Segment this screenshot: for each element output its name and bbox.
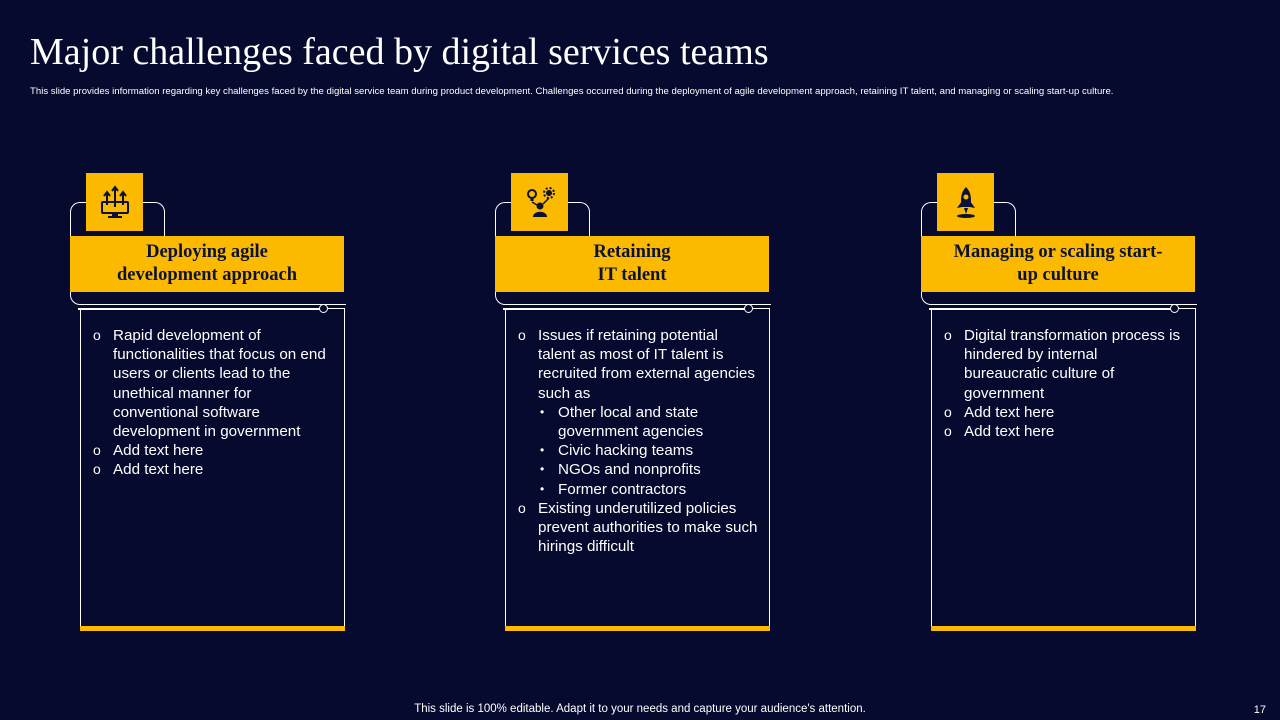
page-number: 17 bbox=[1253, 704, 1266, 716]
card-accent-bar bbox=[80, 626, 345, 631]
card-accent-bar bbox=[505, 626, 770, 631]
card-heading: Deploying agile development approach bbox=[70, 236, 344, 292]
card-heading: Managing or scaling start- up culture bbox=[921, 236, 1195, 292]
card-heading: Retaining IT talent bbox=[495, 236, 769, 292]
talent-gears-icon bbox=[511, 173, 568, 231]
list-item: Digital transformation process is hinder… bbox=[944, 326, 1184, 403]
challenge-card-agile: Deploying agile development approach Rap… bbox=[70, 172, 346, 632]
card-content: Issues if retaining potential talent as … bbox=[518, 326, 758, 556]
card-content: Rapid development of functionalities tha… bbox=[93, 326, 333, 480]
sub-list-item: NGOs and nonprofits bbox=[518, 460, 758, 479]
challenge-card-talent: Retaining IT talent Issues if retaining … bbox=[495, 172, 771, 632]
monitor-arrows-icon bbox=[86, 173, 143, 231]
list-item: Add text here bbox=[944, 403, 1184, 422]
slide-subtitle: This slide provides information regardin… bbox=[30, 86, 1114, 97]
card-content: Digital transformation process is hinder… bbox=[944, 326, 1184, 441]
list-item: Existing underutilized policies prevent … bbox=[518, 499, 758, 557]
connector-dot bbox=[319, 304, 328, 313]
list-item: Add text here bbox=[93, 460, 333, 479]
list-item: Add text here bbox=[93, 441, 333, 460]
rocket-icon bbox=[937, 173, 994, 231]
list-item: Rapid development of functionalities tha… bbox=[93, 326, 333, 441]
connector-dot bbox=[744, 304, 753, 313]
slide-footer: This slide is 100% editable. Adapt it to… bbox=[414, 703, 866, 715]
sub-list-item: Other local and state government agencie… bbox=[518, 403, 758, 441]
list-item: Issues if retaining potential talent as … bbox=[518, 326, 758, 403]
sub-list-item: Civic hacking teams bbox=[518, 441, 758, 460]
list-item: Add text here bbox=[944, 422, 1184, 441]
card-accent-bar bbox=[931, 626, 1196, 631]
challenge-card-culture: Managing or scaling start- up culture Di… bbox=[921, 172, 1197, 632]
sub-list-item: Former contractors bbox=[518, 480, 758, 499]
slide-title: Major challenges faced by digital servic… bbox=[30, 31, 769, 73]
connector-dot bbox=[1170, 304, 1179, 313]
